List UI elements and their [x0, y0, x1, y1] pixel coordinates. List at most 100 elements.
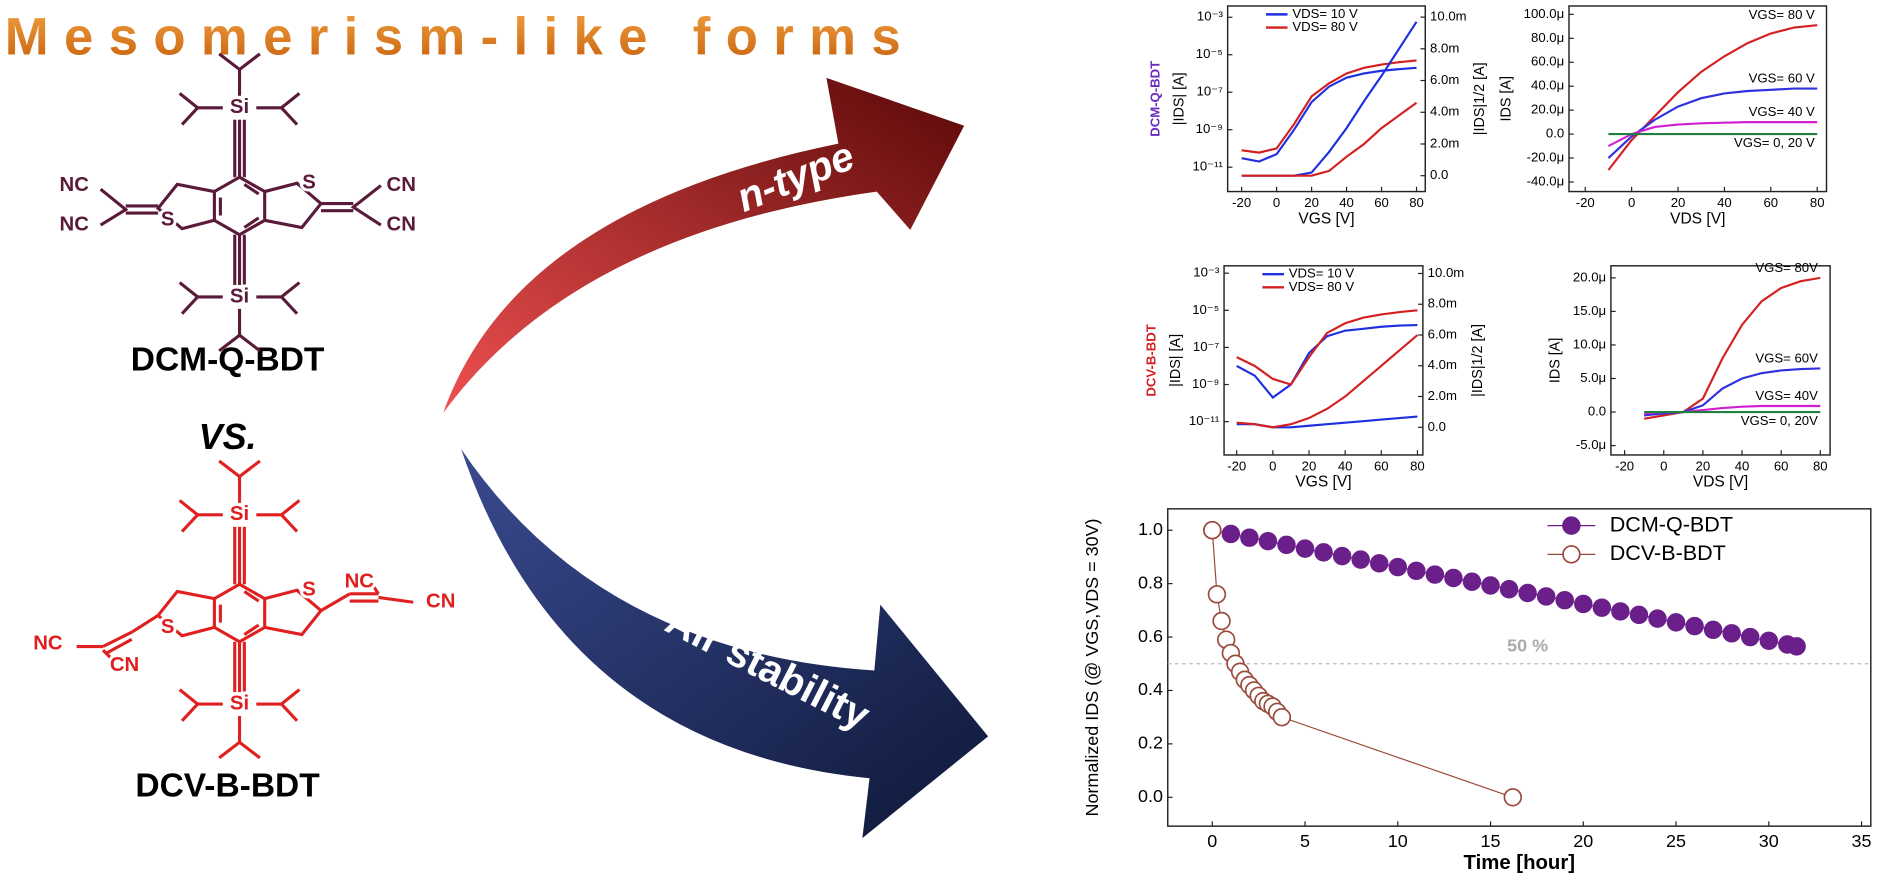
data-point — [1240, 528, 1259, 547]
x-tick-label: -20 — [1576, 195, 1595, 210]
x-axis-label: VGS [V] — [1298, 210, 1354, 227]
x-tick-label: 0 — [1628, 195, 1635, 210]
atom-label: CN — [110, 654, 139, 676]
atom-label: CN — [426, 591, 455, 613]
x-tick-label: 0 — [1660, 458, 1667, 473]
data-point — [1629, 605, 1649, 625]
y-tick-label: -20.0μ — [1527, 150, 1565, 165]
x-tick-label: 20 — [1302, 458, 1317, 473]
bond — [378, 595, 414, 604]
y-tick-label: 0.4 — [1138, 679, 1163, 699]
data-point — [1314, 543, 1333, 562]
data-point — [1481, 576, 1500, 595]
bond — [218, 52, 261, 72]
data-point — [1648, 609, 1667, 628]
series-label: VGS= 80V — [1755, 260, 1818, 275]
y-tick-label: 10⁻³ — [1193, 265, 1220, 280]
series-label: VGS= 40V — [1755, 388, 1818, 403]
x-tick-label: 60 — [1374, 195, 1389, 210]
data-point — [1370, 554, 1389, 573]
data-point — [1592, 598, 1612, 617]
atom-label: Si — [230, 692, 249, 714]
bond — [178, 92, 200, 126]
y-axis-label: IDS [A] — [1548, 338, 1564, 383]
data-point — [1203, 520, 1222, 540]
data-point — [1351, 550, 1370, 569]
y2-tick-label: 6.0m — [1430, 72, 1459, 87]
y-tick-label: 10⁻⁷ — [1197, 84, 1224, 99]
data-point — [1388, 557, 1408, 577]
legend-marker — [1562, 545, 1581, 564]
x-tick-label: 0 — [1269, 458, 1276, 473]
x-tick-label: 25 — [1666, 831, 1686, 851]
data-point — [1703, 620, 1723, 640]
data-point — [1258, 531, 1278, 551]
data-point — [1536, 587, 1556, 606]
y-tick-label: 20.0μ — [1573, 269, 1606, 284]
side-label: DCM-Q-BDT — [1147, 61, 1162, 137]
bond — [218, 333, 261, 353]
data-point — [1462, 572, 1482, 591]
series-label: VGS= 40 V — [1749, 104, 1815, 119]
bond — [372, 585, 380, 595]
x-tick-label: -20 — [1227, 458, 1246, 473]
x-tick-label: 0 — [1273, 195, 1280, 210]
y-tick-label: 60.0μ — [1531, 54, 1564, 69]
x-tick-label: 20 — [1696, 458, 1711, 473]
series-line — [1607, 121, 1818, 148]
x-tick-label: 30 — [1759, 831, 1779, 851]
chart: -20 0 20 40 60 80 10⁻¹¹ 10⁻⁹ 10⁻⁷ 10⁻⁵ 10⁻³ 0.0 2.0m… — [1147, 5, 1488, 227]
y2-tick-label: 0.0 — [1428, 419, 1446, 434]
x-axis-label: VDS [V] — [1693, 474, 1748, 491]
bond — [279, 688, 301, 722]
atom-label: NC — [33, 633, 63, 655]
y-tick-label: 0.0 — [1588, 404, 1606, 419]
series-line — [1236, 323, 1418, 399]
y-tick-label: 10⁻⁷ — [1193, 339, 1220, 354]
x-tick-label: 60 — [1774, 458, 1789, 473]
x-tick-label: 80 — [1409, 195, 1424, 210]
y-tick-label: 0.2 — [1138, 733, 1163, 753]
data-point — [1685, 616, 1704, 636]
legend-label: VDS= 10 V — [1289, 266, 1355, 281]
data-point — [1277, 535, 1296, 555]
molecule-name: DCV-B-BDT — [135, 768, 320, 805]
legend-label: VDS= 80 V — [1289, 279, 1355, 294]
y2-tick-label: 0.0 — [1430, 167, 1448, 182]
atom-label: Si — [230, 96, 249, 118]
versus: VS. — [199, 416, 257, 457]
bond — [243, 216, 260, 229]
x-tick-label: 80 — [1810, 195, 1825, 210]
y2-tick-label: 2.0m — [1430, 135, 1459, 150]
data-point — [1295, 539, 1315, 558]
chart: -20 0 20 40 60 80 -40.0μ -20.0μ 0.0 20.0μ 40.0μ 60.… — [1499, 5, 1828, 227]
atom-label: NC — [60, 213, 90, 235]
molecule — [76, 459, 414, 760]
atom-label: S — [302, 172, 316, 194]
y-axis-label: IDS [A] — [1499, 76, 1515, 121]
x-tick-label: 60 — [1764, 195, 1779, 210]
y-tick-label: 40.0μ — [1531, 78, 1564, 93]
bond — [279, 281, 301, 315]
legend-label: DCM-Q-BDT — [1610, 511, 1733, 536]
data-point — [1444, 568, 1463, 588]
bond — [320, 592, 351, 612]
bond — [104, 637, 133, 656]
x-tick-label: 15 — [1481, 831, 1501, 851]
bond — [350, 184, 382, 227]
data-point — [1407, 561, 1426, 581]
bond — [218, 740, 261, 760]
bond — [178, 688, 200, 722]
data-point — [1503, 788, 1523, 807]
atom-label: CN — [387, 213, 416, 235]
atom-label: S — [302, 579, 316, 601]
atom-label: NC — [345, 570, 375, 592]
y2-tick-label: 10.0m — [1430, 9, 1467, 24]
plot-frame — [1610, 265, 1831, 456]
plot-frame — [1568, 5, 1828, 193]
y-tick-label: 0.6 — [1138, 626, 1163, 646]
y-tick-label: 15.0μ — [1573, 303, 1606, 318]
y2-tick-label: 8.0m — [1428, 296, 1457, 311]
bond — [130, 614, 159, 634]
y-tick-label: 10⁻¹¹ — [1189, 413, 1220, 428]
